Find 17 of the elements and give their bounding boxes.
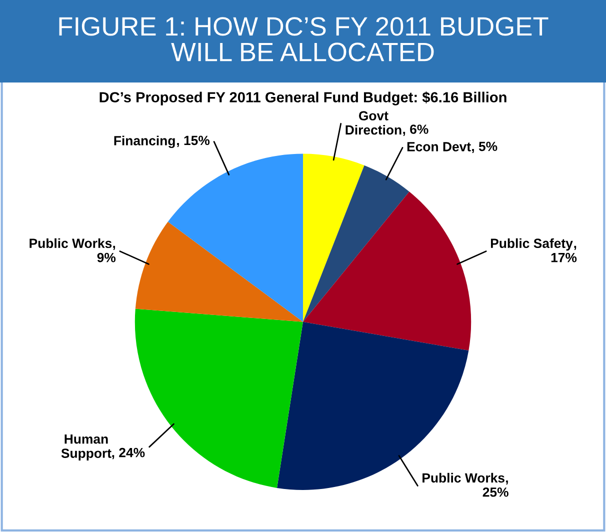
slice-label: Financing: [114, 136, 175, 148]
slice-label: Public Works: [30, 238, 112, 248]
chart-title: FIGURE 1: HOW DC’S FY 2011 BUDGET WILL BE ALLOCATED: [59, 17, 548, 62]
pie-slice: [303, 192, 472, 350]
pie-slice: [168, 154, 303, 322]
slice-label: Human Support: [61, 434, 112, 461]
pie-slice: [303, 165, 410, 322]
data-label: , 24%: [112, 448, 145, 460]
pie-slice: [135, 222, 303, 322]
data-label: , 5%: [472, 142, 498, 153]
chart-subtitle: DC’s Proposed FY 2011 General Fund Budget: $6.16 Billion: [100, 91, 506, 106]
slice-label: Public Works: [422, 472, 504, 483]
pie-slice: [303, 154, 364, 322]
slice-label: Govt Direction: [346, 111, 402, 135]
data-label: , 6%: [403, 124, 428, 136]
data-label: , 15%: [177, 136, 210, 147]
slice-label: Econ Devt: [407, 142, 471, 152]
